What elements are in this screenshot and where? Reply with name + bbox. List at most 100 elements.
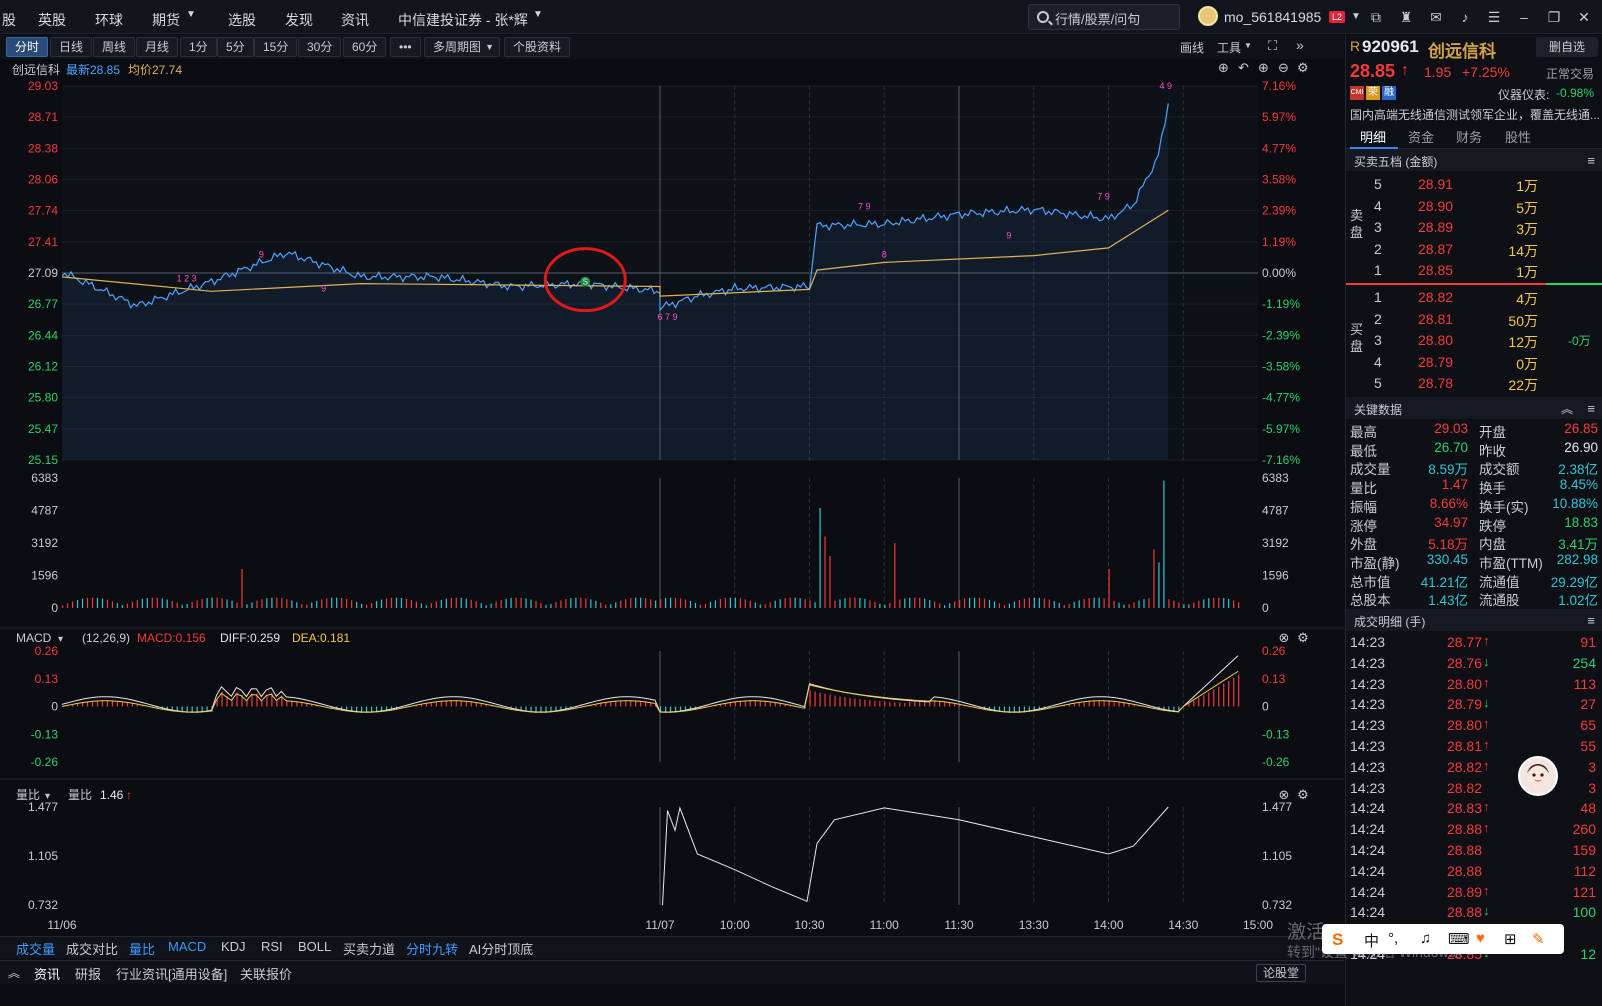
- tab-detail[interactable]: 明细: [1360, 130, 1387, 145]
- menu-icon[interactable]: ≡: [1587, 153, 1595, 168]
- trade-row[interactable]: 14:23 28.81 ↑ 55: [1346, 737, 1602, 757]
- orderbook-buy-row[interactable]: 3 28.80 12万 -0万: [1346, 330, 1602, 351]
- menu-global[interactable]: 环球: [95, 12, 123, 28]
- orderbook-buy-row[interactable]: 2 28.81 50万: [1346, 309, 1602, 330]
- trade-row[interactable]: 14:23 28.80 ↑ 65: [1346, 716, 1602, 736]
- orderbook-sell-row[interactable]: 3 28.89 3万: [1346, 217, 1602, 238]
- chevron-up-icon[interactable]: ︽: [1560, 402, 1573, 416]
- tab-related-quotes[interactable]: 关联报价: [240, 967, 293, 982]
- remove-watchlist-button[interactable]: 删自选: [1536, 37, 1598, 57]
- minimize-icon[interactable]: –: [1520, 9, 1528, 25]
- zoom-out-icon[interactable]: ⊖: [1278, 60, 1289, 75]
- globe-icon[interactable]: ⊕: [1218, 60, 1229, 75]
- close-icon[interactable]: ✕: [1578, 9, 1590, 25]
- gear-icon[interactable]: ⚙: [1297, 60, 1309, 75]
- username[interactable]: mo_561841985: [1224, 9, 1322, 25]
- tab-rsi[interactable]: RSI: [261, 939, 283, 954]
- trade-row[interactable]: 14:24 28.89 ↑ 121: [1346, 883, 1602, 903]
- orderbook-sell-row[interactable]: 1 28.85 1万: [1346, 260, 1602, 281]
- menu-news[interactable]: 资讯: [341, 12, 369, 28]
- ime-punct-icon[interactable]: °,: [1388, 930, 1399, 947]
- multi-period-button[interactable]: 多周期图 ▼: [424, 37, 501, 57]
- mail-icon[interactable]: ✉: [1430, 9, 1442, 25]
- menu-stock-picker[interactable]: 选股: [228, 12, 256, 28]
- menu-hk-stock[interactable]: 英股: [38, 12, 66, 28]
- period-5min-button[interactable]: 5分: [217, 37, 254, 57]
- trade-row[interactable]: 14:23 28.82 3: [1346, 779, 1602, 799]
- user-avatar[interactable]: [1198, 6, 1218, 26]
- apps-grid-icon[interactable]: ⊞: [1504, 931, 1517, 948]
- microphone-icon[interactable]: ♫: [1420, 930, 1432, 947]
- cmi-tag[interactable]: CMI: [1350, 86, 1364, 100]
- menu-icon[interactable]: ≡: [1587, 401, 1595, 416]
- tab-volume[interactable]: 成交量: [16, 942, 56, 957]
- tab-nine-turn[interactable]: 分时九转: [406, 942, 459, 957]
- tab-finance[interactable]: 财务: [1456, 130, 1483, 145]
- shirt-icon[interactable]: ♜: [1399, 9, 1413, 25]
- orderbook-buy-row[interactable]: 5 28.78 22万: [1346, 373, 1602, 394]
- menu-discover[interactable]: 发现: [285, 12, 313, 28]
- trade-row[interactable]: 14:23 28.76 ↓ 254: [1346, 654, 1602, 674]
- period-intraday-button[interactable]: 分时: [6, 37, 49, 57]
- menu-futures[interactable]: 期货: [152, 12, 180, 28]
- stock-profile-button[interactable]: 个股资料: [504, 37, 571, 57]
- orderbook-sell-row[interactable]: 2 28.87 14万: [1346, 239, 1602, 260]
- bell-icon[interactable]: ♪: [1461, 9, 1469, 25]
- tab-capital[interactable]: 资金: [1408, 130, 1435, 145]
- period-day-button[interactable]: 日线: [50, 37, 93, 57]
- trade-row[interactable]: 14:24 28.88 ↓ 100: [1346, 903, 1602, 923]
- collapse-right-icon[interactable]: »: [1296, 37, 1304, 53]
- trade-row[interactable]: 14:23 28.82 ↑ 3: [1346, 758, 1602, 778]
- chart-canvas[interactable]: 29.03 7.16% 28.71 5.97% 28.38 4.77% 28.06 3.58%…: [0, 58, 1344, 936]
- trade-row[interactable]: 14:24 28.83 ↑ 48: [1346, 799, 1602, 819]
- tab-boll[interactable]: BOLL: [298, 939, 332, 954]
- keyboard-icon[interactable]: ⌨: [1448, 931, 1470, 948]
- period-week-button[interactable]: 周线: [93, 37, 136, 57]
- chevron-up-icon[interactable]: ︽: [8, 966, 21, 980]
- forum-button[interactable]: 论股堂: [1256, 964, 1306, 982]
- chevron-down-icon[interactable]: ▼: [1351, 11, 1361, 22]
- trade-row[interactable]: 14:24 28.88 159: [1346, 841, 1602, 861]
- assistant-avatar[interactable]: [1518, 756, 1558, 796]
- industry-label[interactable]: 仪器仪表:: [1498, 88, 1550, 102]
- menu-broker-account[interactable]: 中信建投证券 - 张*辉: [398, 12, 528, 28]
- tab-research[interactable]: 研报: [75, 967, 102, 982]
- more-periods-button[interactable]: •••: [390, 37, 421, 57]
- search-input[interactable]: 行情/股票/问句: [1028, 4, 1180, 30]
- trade-row[interactable]: 14:23 28.79 ↓ 27: [1346, 695, 1602, 715]
- trade-row[interactable]: 14:23 28.77 ↑ 91: [1346, 633, 1602, 653]
- screenshot-icon[interactable]: ⧉: [1371, 9, 1381, 25]
- draw-line-button[interactable]: 画线: [1180, 41, 1205, 55]
- trade-row[interactable]: 14:23 28.80 ↑ 113: [1346, 675, 1602, 695]
- margin-tag[interactable]: 融: [1382, 86, 1396, 100]
- period-month-button[interactable]: 月线: [136, 37, 179, 57]
- rong-tag[interactable]: 荣: [1366, 86, 1380, 100]
- zoom-in-icon[interactable]: ⊕: [1258, 60, 1269, 75]
- period-15min-button[interactable]: 15分: [254, 37, 298, 57]
- list-icon[interactable]: ☰: [1487, 9, 1501, 25]
- tools-button[interactable]: 工具: [1217, 41, 1242, 55]
- ime-chinese-mode[interactable]: 中: [1364, 933, 1380, 950]
- trade-row[interactable]: 14:24 28.88 ↑ 260: [1346, 820, 1602, 840]
- tab-ai-top-bottom[interactable]: AI分时顶底: [469, 942, 534, 957]
- tab-volume-compare[interactable]: 成交对比: [66, 942, 119, 957]
- undo-icon[interactable]: ↶: [1238, 60, 1249, 75]
- period-1min-button[interactable]: 1分: [180, 37, 217, 57]
- toolbox-icon[interactable]: ✎: [1532, 931, 1545, 948]
- menu-stock[interactable]: 股: [2, 12, 16, 28]
- orderbook-buy-row[interactable]: 1 28.82 4万: [1346, 287, 1602, 308]
- skin-icon[interactable]: ♥: [1476, 930, 1485, 947]
- fullscreen-icon[interactable]: ⛶: [1268, 38, 1278, 53]
- sogou-logo-icon[interactable]: S: [1332, 930, 1344, 949]
- tab-macd[interactable]: MACD: [168, 939, 207, 954]
- orderbook-buy-row[interactable]: 4 28.79 0万: [1346, 352, 1602, 373]
- tab-volume-ratio[interactable]: 量比: [129, 942, 156, 957]
- tab-kdj[interactable]: KDJ: [221, 939, 246, 954]
- orderbook-sell-row[interactable]: 4 28.90 5万: [1346, 196, 1602, 217]
- menu-icon[interactable]: ≡: [1587, 613, 1595, 628]
- trade-row[interactable]: 14:24 28.88 112: [1346, 862, 1602, 882]
- tab-buy-sell-force[interactable]: 买卖力道: [343, 942, 396, 957]
- period-60min-button[interactable]: 60分: [343, 37, 387, 57]
- tab-news[interactable]: 资讯: [34, 967, 61, 982]
- company-description[interactable]: 国内高端无线通信测试领军企业，覆盖无线通...: [1350, 108, 1601, 122]
